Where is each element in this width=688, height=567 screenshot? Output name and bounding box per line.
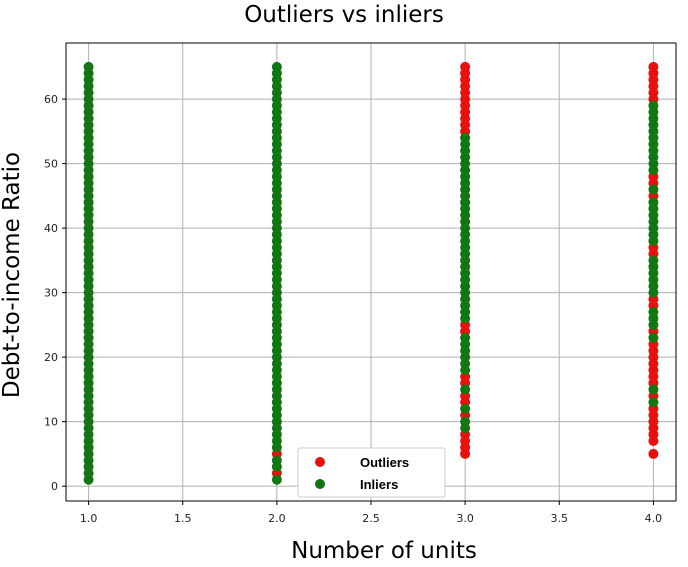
legend-marker-outliers	[315, 457, 325, 467]
inlier-point	[648, 306, 659, 317]
inlier-point	[648, 332, 659, 343]
inlier-point	[460, 132, 471, 143]
axis-ticks: 1.0 1.5 2.0 2.5 3.0 3.5 4.0 0 10 20 30 40 50 60	[44, 93, 662, 525]
x-tick-label: 4.0	[645, 512, 663, 525]
y-tick-label: 40	[44, 222, 58, 235]
outlier-point	[648, 448, 659, 459]
inlier-point	[460, 403, 471, 414]
inlier-point	[648, 100, 659, 111]
inlier-point	[460, 332, 471, 343]
inlier-point	[648, 397, 659, 408]
inlier-point	[460, 416, 471, 427]
y-tick-label: 0	[51, 480, 58, 493]
outlier-point	[460, 61, 471, 72]
y-tick-label: 20	[44, 351, 58, 364]
inlier-point	[83, 61, 94, 72]
y-tick-label: 50	[44, 158, 58, 171]
x-tick-label: 1.5	[174, 512, 192, 525]
inlier-point	[648, 197, 659, 208]
outlier-point	[648, 61, 659, 72]
inlier-point	[648, 384, 659, 395]
inlier-point	[271, 61, 282, 72]
inlier-point	[271, 474, 282, 485]
x-tick-label: 2.0	[268, 512, 286, 525]
inlier-point	[648, 184, 659, 195]
legend-label-inliers: Inliers	[360, 477, 398, 492]
legend-box	[297, 447, 446, 498]
y-tick-label: 30	[44, 287, 58, 300]
legend-marker-inliers	[315, 479, 325, 489]
inlier-point	[648, 255, 659, 266]
legend: Outliers Inliers	[297, 447, 446, 498]
data-points	[83, 61, 659, 485]
x-tick-label: 3.5	[551, 512, 569, 525]
inlier-point	[460, 384, 471, 395]
y-tick-label: 60	[44, 93, 58, 106]
grid-lines	[66, 43, 676, 501]
y-tick-label: 10	[44, 416, 58, 429]
x-tick-label: 1.0	[80, 512, 98, 525]
chart-title: Outliers vs inliers	[244, 2, 444, 28]
x-tick-label: 3.0	[456, 512, 474, 525]
inlier-point	[271, 455, 282, 466]
legend-label-outliers: Outliers	[360, 455, 409, 470]
x-tick-label: 2.5	[362, 512, 380, 525]
x-axis-label: Number of units	[291, 538, 477, 564]
